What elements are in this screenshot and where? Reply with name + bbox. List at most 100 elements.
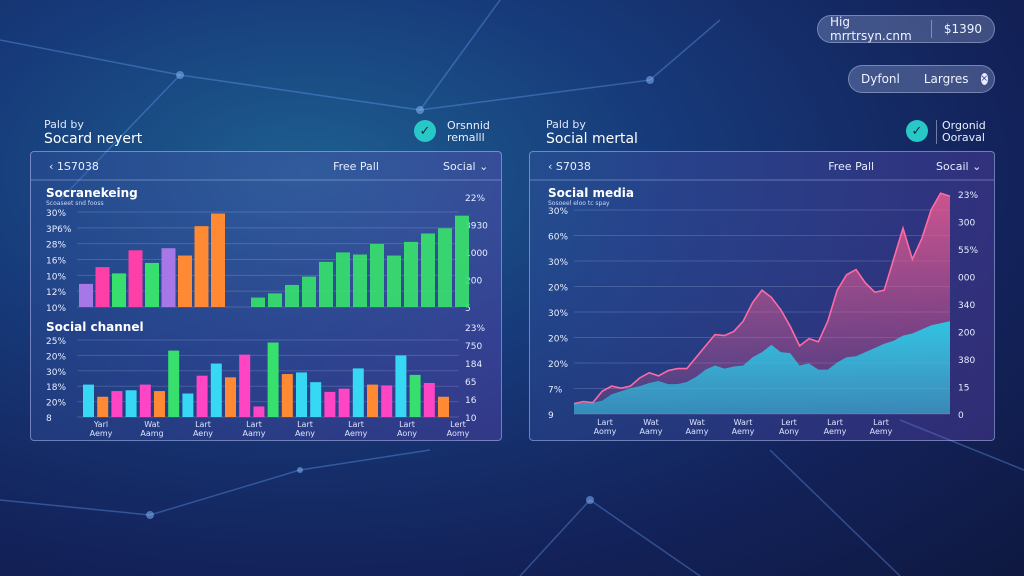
bar	[140, 385, 151, 417]
y-tick-left: 16%	[46, 257, 66, 267]
close-icon[interactable]: ×	[981, 73, 989, 85]
channel-dropdown[interactable]: Socail ⌄	[936, 160, 981, 173]
x-tick-label: Wat	[144, 420, 159, 429]
y-tick-left: 10%	[46, 304, 66, 314]
bar	[225, 377, 236, 417]
y-tick-right: 65	[465, 378, 476, 388]
x-tick-label: Aemy	[732, 427, 755, 436]
x-tick-label: Lart	[297, 420, 313, 429]
y-tick-left: 3P6%	[46, 225, 72, 235]
x-tick-label: Lert	[781, 418, 797, 427]
x-tick-label: Aamy	[686, 427, 709, 436]
bar	[253, 406, 264, 417]
panel-stat-right: Orgonid Ooraval	[936, 120, 986, 144]
x-tick-label: Lert	[450, 420, 466, 429]
bar	[336, 252, 350, 307]
y-tick-left: 30%	[46, 368, 66, 378]
y-tick-left: 20%	[548, 284, 568, 294]
y-tick-right: 0	[958, 411, 964, 421]
bar	[424, 383, 435, 417]
y-tick-right: 16	[465, 396, 477, 406]
x-tick-label: Aeny	[295, 429, 315, 438]
x-tick-label: Aamy	[243, 429, 266, 438]
filter-option-a[interactable]: Dyfonl	[849, 66, 912, 92]
x-tick-label: Aamy	[640, 427, 663, 436]
y-tick-right: 380	[958, 356, 975, 366]
x-tick-label: Aeny	[193, 429, 213, 438]
y-tick-left: 7%	[548, 386, 563, 396]
y-tick-right: 000	[958, 274, 975, 284]
y-tick-left: 60%	[548, 233, 568, 243]
y-tick-right: 10	[465, 414, 477, 424]
bar	[319, 262, 333, 307]
bar	[268, 293, 282, 307]
y-tick-left: 8	[46, 414, 52, 424]
x-tick-label: Aemy	[345, 429, 368, 438]
panel-subtitle: Pald by	[546, 119, 638, 131]
x-tick-label: Lart	[348, 420, 364, 429]
y-tick-left: 30%	[46, 209, 66, 219]
chart-title: Socranekeing	[46, 186, 138, 200]
bar	[111, 391, 122, 417]
filter-label[interactable]: Free Pall	[828, 160, 874, 173]
area-chart-right: ‹ S7038 Free Pall Socail ⌄ Social mediaSoso…	[530, 152, 995, 441]
bar	[404, 242, 418, 307]
channel-dropdown[interactable]: Social ⌄	[443, 160, 488, 173]
x-tick-label: Lart	[195, 420, 211, 429]
panel-subtitle: Pald by	[44, 119, 142, 131]
y-tick-left: 20%	[548, 360, 568, 370]
stat-line-2: remalll	[447, 132, 490, 144]
x-tick-label: Aomy	[447, 429, 470, 438]
x-tick-label: Lart	[827, 418, 843, 427]
y-tick-right: 300	[958, 219, 975, 229]
y-tick-right: 340	[958, 301, 975, 311]
y-tick-left: 20%	[548, 335, 568, 345]
date-range-control[interactable]: ‹ 1S7038	[49, 160, 99, 173]
filter-option-b[interactable]: Largres	[912, 66, 981, 92]
filter-pill[interactable]: Dyfonl Largres ×	[848, 65, 995, 93]
bar	[197, 376, 208, 417]
account-pill[interactable]: Hig mrrtrsyn.cnm $1390	[817, 15, 995, 43]
y-tick-left: 10%	[46, 272, 66, 282]
bar	[168, 351, 179, 417]
bar	[211, 364, 222, 417]
x-tick-label: Aemy	[870, 427, 893, 436]
y-tick-left: 28%	[46, 241, 66, 251]
check-icon: ✓	[906, 120, 928, 142]
y-tick-right: 184	[465, 360, 482, 370]
chart-subtitle: Scoaseet snd fooss	[46, 200, 104, 207]
chart-card-right: ‹ S7038 Free Pall Socail ⌄ Social media Soso…	[529, 151, 995, 441]
y-tick-right: 750	[465, 342, 482, 352]
y-tick-left: 20%	[46, 399, 66, 409]
filter-label[interactable]: Free Pall	[333, 160, 379, 173]
bar	[268, 342, 279, 417]
y-tick-left: 30%	[548, 309, 568, 319]
x-tick-label: Lart	[246, 420, 262, 429]
x-tick-label: Lart	[597, 418, 613, 427]
x-tick-label: Aamg	[140, 429, 163, 438]
panel-stat-left: Orsnnid remalll	[447, 120, 490, 144]
x-tick-label: Wat	[689, 418, 704, 427]
x-tick-label: Aemy	[824, 427, 847, 436]
x-tick-label: Wart	[734, 418, 753, 427]
x-tick-label: Lart	[399, 420, 415, 429]
x-tick-label: Aony	[779, 427, 799, 436]
bar	[195, 226, 209, 307]
bar	[97, 397, 108, 417]
y-tick-right: 15	[958, 384, 969, 394]
panel-title: Social mertal	[546, 131, 638, 147]
y-tick-left: 30%	[548, 207, 568, 217]
bar	[353, 368, 364, 417]
check-icon: ✓	[414, 120, 436, 142]
y-tick-right: 22%	[465, 194, 485, 204]
panel-header-right: Pald by Social mertal	[546, 119, 638, 147]
chart-title: Social channel	[46, 320, 144, 334]
bar	[296, 372, 307, 417]
stat-line-2: Ooraval	[942, 132, 986, 144]
y-tick-left: 18%	[46, 383, 66, 393]
chart-title: Social media	[548, 186, 634, 200]
date-range-control[interactable]: ‹ S7038	[548, 160, 591, 173]
bar	[410, 375, 421, 417]
bar	[251, 298, 265, 307]
x-tick-label: Aomy	[594, 427, 617, 436]
